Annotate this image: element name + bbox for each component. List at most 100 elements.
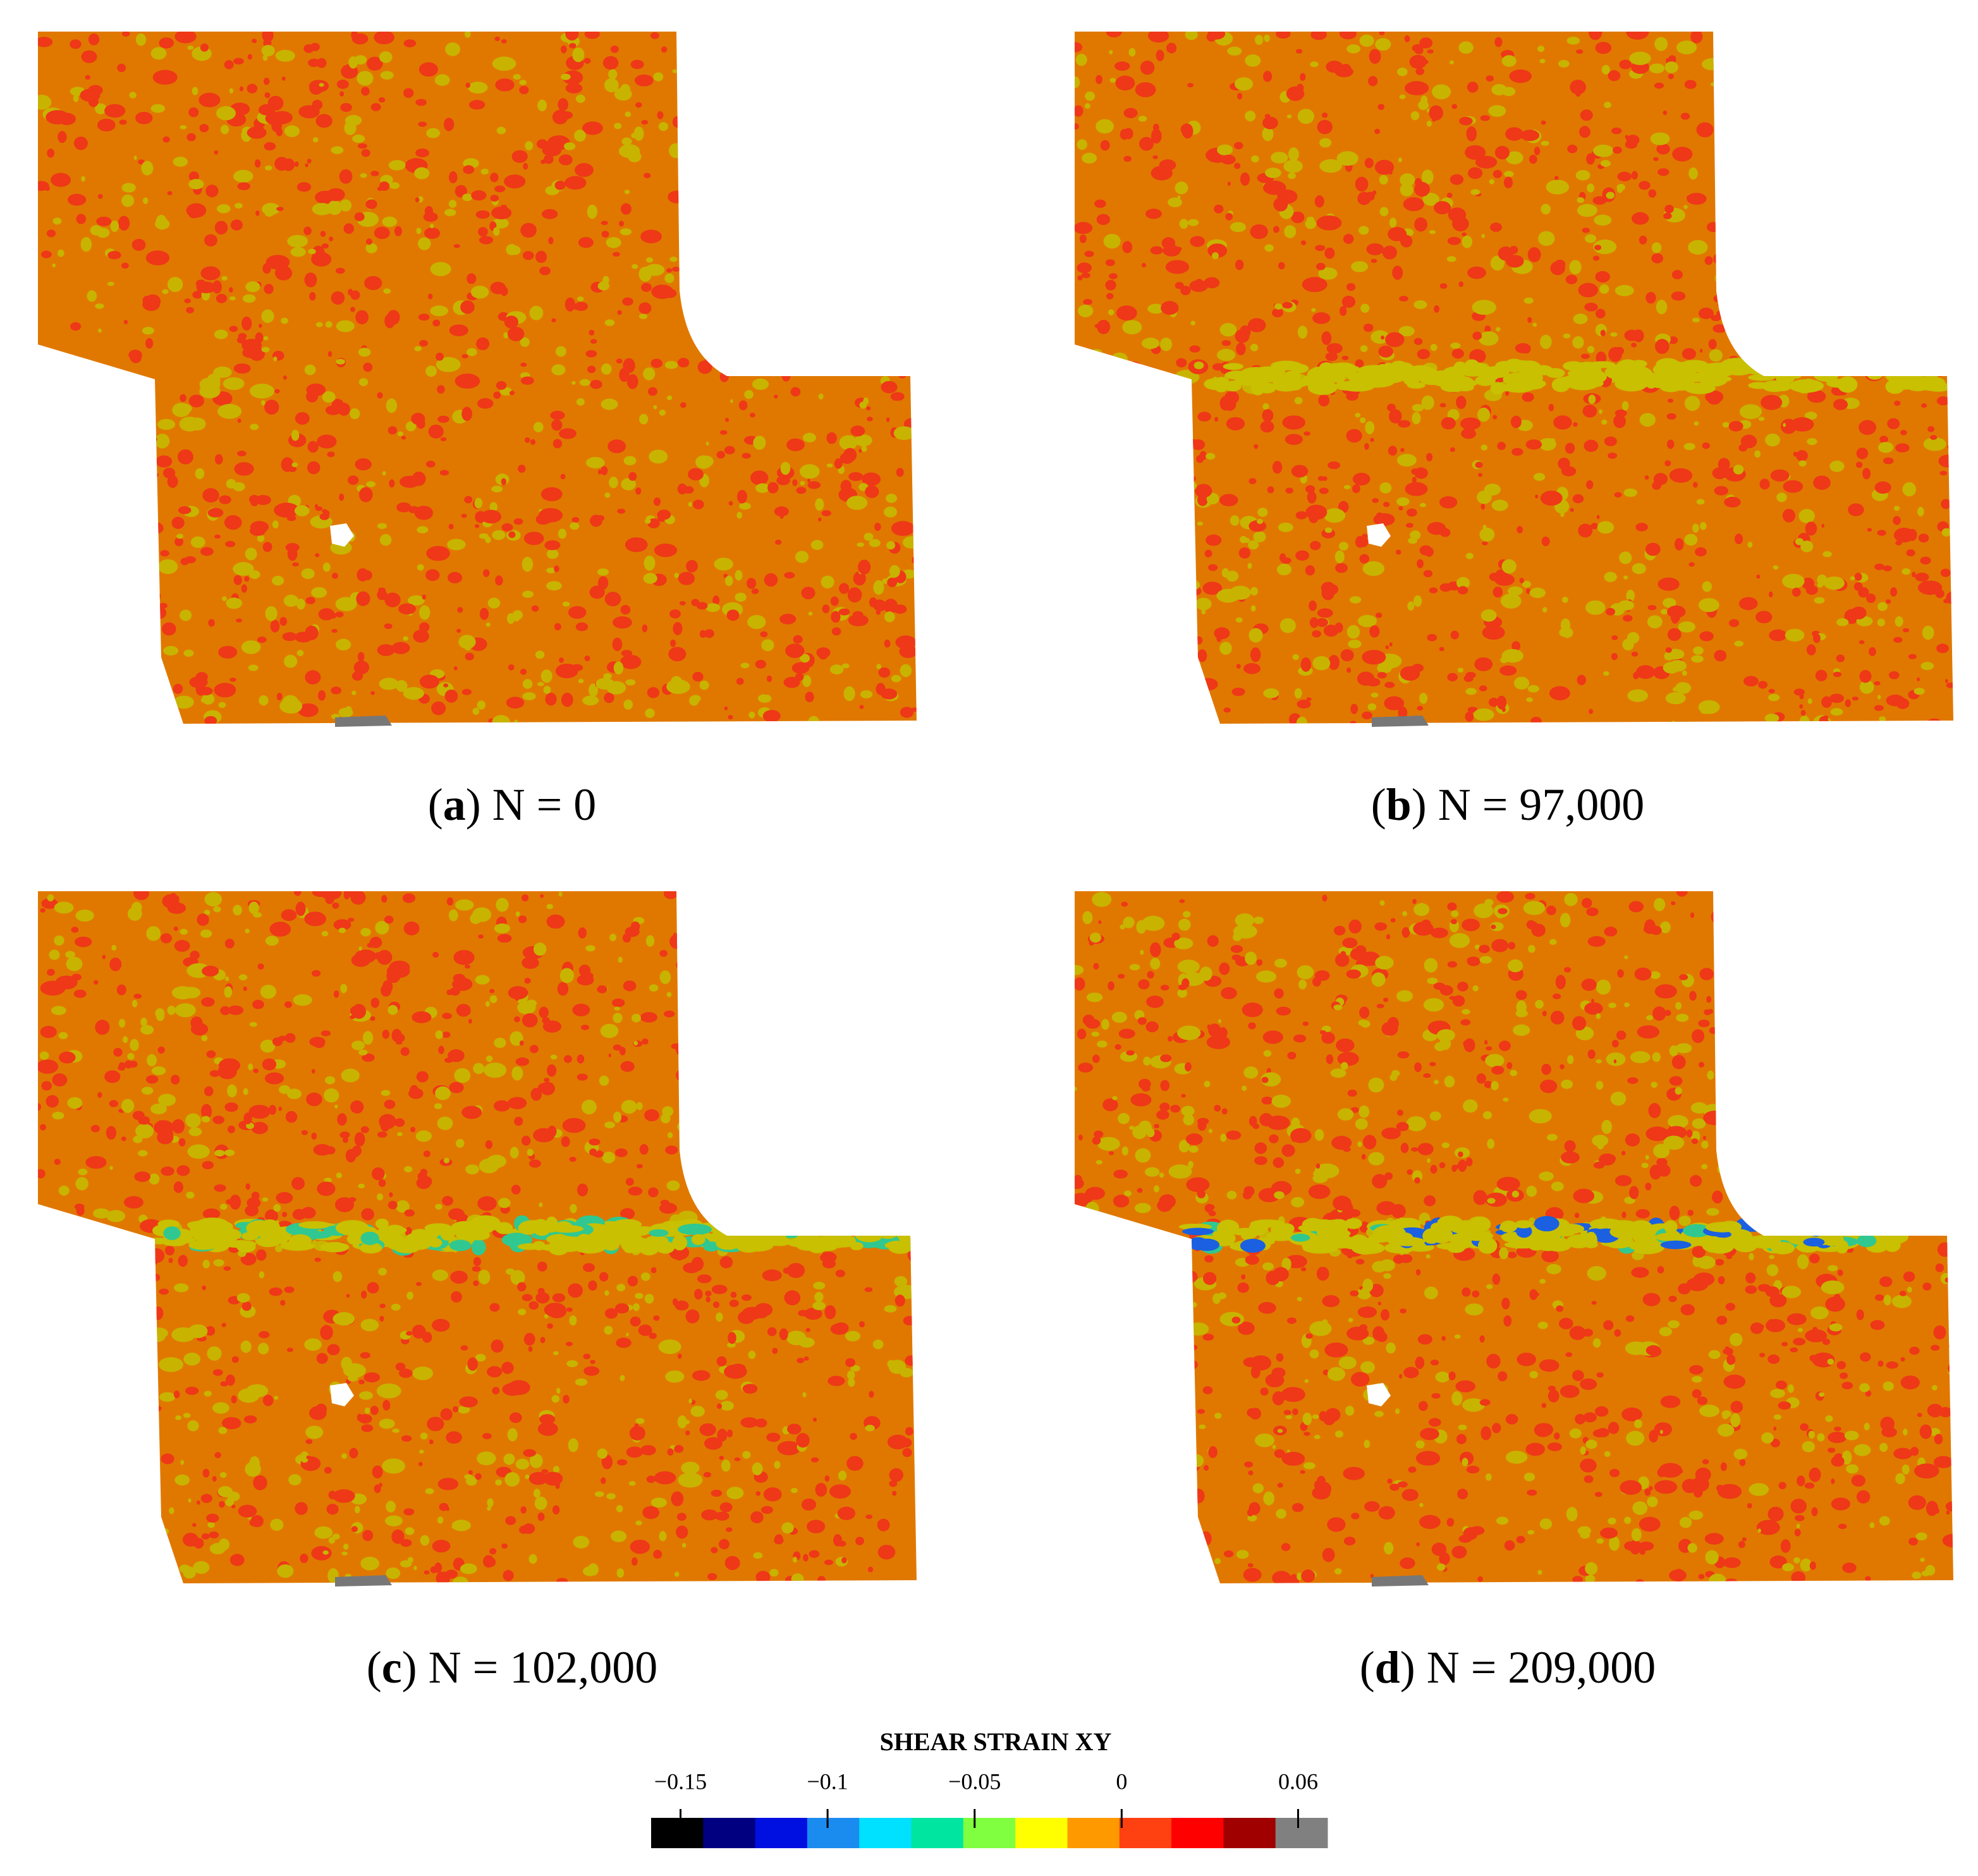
spot [672, 116, 682, 128]
spot [706, 135, 724, 150]
band-spot [782, 1221, 801, 1233]
spot [435, 1086, 451, 1100]
spot [883, 965, 894, 980]
spot [838, 1470, 847, 1481]
spot [1187, 83, 1194, 88]
spot [1190, 587, 1202, 596]
spot [374, 952, 383, 960]
spot [1248, 540, 1259, 550]
spot [72, 667, 82, 674]
spot [119, 1363, 140, 1377]
spot [1439, 283, 1448, 289]
spot [446, 989, 453, 996]
spot [1619, 59, 1632, 70]
spot [678, 571, 695, 585]
spot [1740, 32, 1749, 42]
spot [1362, 561, 1385, 576]
spot [640, 1445, 656, 1456]
spot [543, 1078, 550, 1083]
spot [1615, 284, 1634, 296]
spot [877, 1026, 898, 1039]
spot [735, 592, 747, 602]
spot [688, 1038, 699, 1049]
spot [1439, 1552, 1450, 1565]
spot [559, 111, 573, 119]
spot [418, 1461, 423, 1466]
spot [548, 236, 554, 245]
spot [1922, 361, 1931, 370]
spot [224, 939, 235, 949]
spot [755, 1491, 760, 1496]
spot [589, 329, 595, 336]
spot [304, 272, 317, 288]
spot [552, 1466, 560, 1473]
spot [304, 1338, 322, 1351]
spot [1842, 1125, 1854, 1135]
spot [391, 642, 410, 654]
spot [262, 54, 268, 61]
spot [274, 502, 300, 518]
strain-spots [38, 891, 917, 1583]
spot [881, 298, 889, 303]
spot [325, 405, 341, 415]
spot [78, 1555, 89, 1566]
spot [443, 683, 449, 688]
spot [872, 1339, 884, 1349]
spot [1456, 396, 1467, 409]
spot [233, 363, 251, 374]
spot [1214, 417, 1219, 422]
spot [631, 1557, 638, 1566]
spot [666, 395, 673, 401]
spot [125, 1492, 142, 1507]
spot [871, 193, 881, 202]
spot [224, 515, 242, 530]
spot [1234, 77, 1254, 91]
spot [1135, 1148, 1151, 1163]
spot [1865, 181, 1877, 197]
spot [853, 259, 860, 264]
spot [80, 237, 92, 252]
spot [335, 267, 345, 274]
spot [720, 269, 732, 284]
spot [533, 1489, 540, 1498]
spot [75, 1387, 86, 1401]
spot [437, 385, 445, 394]
spot [859, 916, 879, 931]
spot [757, 1140, 772, 1153]
spot [649, 449, 668, 464]
spot [265, 935, 279, 946]
spot [777, 1440, 801, 1456]
spot [1926, 298, 1943, 312]
spot [645, 1329, 651, 1336]
spot [279, 617, 288, 626]
spot [1700, 522, 1707, 530]
spot [707, 185, 713, 191]
spot [577, 296, 584, 302]
spot [528, 1554, 537, 1564]
spot [1530, 716, 1542, 724]
spot [341, 1453, 347, 1459]
spot [1939, 1073, 1948, 1081]
spot [604, 1121, 615, 1129]
spot [416, 1071, 429, 1083]
spot [1310, 61, 1319, 68]
spot [1926, 118, 1936, 128]
spot [1624, 955, 1628, 959]
spot [207, 1346, 222, 1361]
spot [128, 350, 142, 360]
spot [1257, 518, 1264, 525]
spot [249, 383, 274, 399]
spot [1710, 82, 1716, 87]
spot [789, 1104, 796, 1113]
spot [812, 328, 826, 343]
spot [711, 1103, 723, 1111]
spot [1250, 587, 1258, 596]
spot [331, 629, 338, 633]
band-spot [1283, 370, 1302, 382]
spot [301, 1130, 308, 1135]
spot [38, 490, 46, 503]
spot [96, 452, 109, 466]
band-spot [1679, 360, 1709, 372]
spot [1384, 696, 1405, 710]
spot [563, 1394, 570, 1404]
